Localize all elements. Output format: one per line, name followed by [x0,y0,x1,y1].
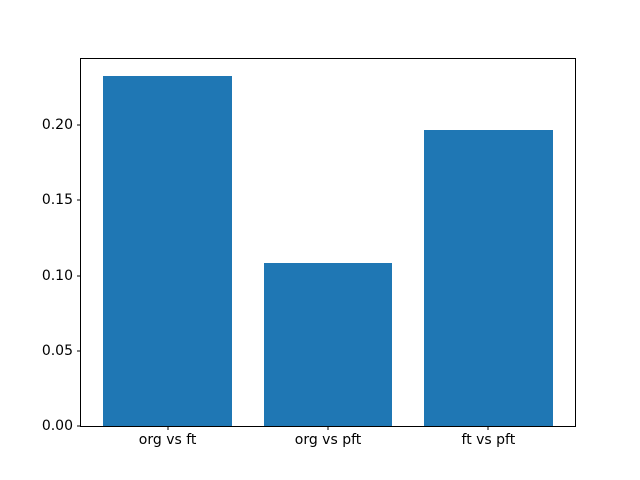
x-axis-tick-label: org vs ft [138,432,197,448]
x-axis-tick-mark [167,426,169,430]
bar-org-vs-ft [103,76,232,426]
bar-ft-vs-pft [424,129,553,426]
plot-area: 0.00 0.05 0.10 0.15 0.20 org vs ft org vs pft f… [42,58,576,447]
bar-org-vs-pft [263,263,393,426]
y-axis-tick-mark [77,350,81,352]
y-axis-tick-label: 0.15 [41,192,73,209]
x-axis-tick-label: org vs pft [294,432,362,448]
y-axis-tick-label: 0.05 [41,342,73,359]
y-axis-tick-label: 0.10 [41,267,73,284]
x-axis-tick-mark [327,426,329,430]
y-axis-tick-mark [77,425,81,427]
x-axis-tick-label: ft vs pft [461,432,516,448]
y-axis-tick-label: 0.20 [41,117,73,134]
y-axis-tick-label: 0.00 [41,418,73,434]
x-axis-tick-mark [487,426,489,430]
y-axis-tick-mark [77,275,81,277]
y-axis-tick-mark [77,199,81,201]
y-axis-tick-mark [77,124,81,126]
